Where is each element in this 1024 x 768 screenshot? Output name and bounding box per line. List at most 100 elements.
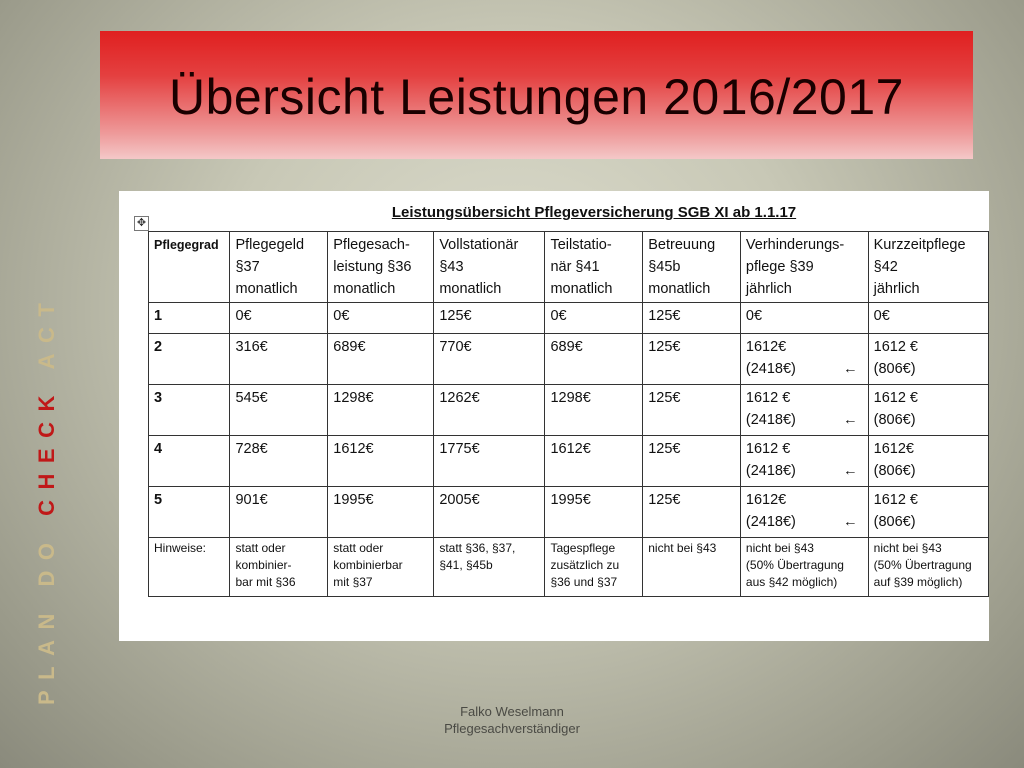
value-cell: 1612€ (2418€) ←	[739, 486, 869, 538]
column-header-line: Kurzzeitpflege	[873, 237, 966, 253]
value-cell-line: (806€)	[873, 361, 916, 377]
column-header-line: Verhinderungs-	[745, 237, 845, 253]
notes-cell-line: §36 und §37	[550, 575, 618, 589]
grade-cell: 4	[147, 435, 231, 487]
benefits-table: Pflegegrad Pflegegeld §37 monatlich Pflegesa…	[147, 231, 990, 597]
value-cell-line: 2005€	[439, 492, 480, 508]
value-cell: 1612 € (2418€) ←	[739, 384, 869, 436]
value-cell: 1612 € (806€)	[867, 486, 990, 538]
table-move-handle-icon[interactable]: ✥	[134, 216, 149, 231]
grade-cell: 3	[147, 384, 231, 436]
column-header-line: Pflegesach-	[333, 237, 410, 253]
value-cell-line: 1612 €	[745, 441, 791, 457]
column-header-line: när §41	[550, 259, 600, 275]
value-cell-line: 1262€	[439, 390, 480, 406]
value-cell: 770€	[433, 333, 546, 385]
column-header: Pflegesach-leistung §36 monatlich	[327, 231, 435, 303]
value-cell: 1775€	[433, 435, 546, 487]
column-header-line: monatlich	[333, 281, 396, 297]
notes-cell-line: nicht bei §43	[745, 541, 814, 555]
column-header: Verhinderungs-pflege §39 jährlich	[739, 231, 869, 303]
column-header-line: §45b	[648, 259, 681, 275]
value-cell-line: (2418€) ←	[746, 511, 864, 533]
value-cell-line: 125€	[648, 308, 681, 324]
table-row: 4 728€ 1612€ 1775€ 1612€ 125€ 1612 € (2418€) ← 16…	[147, 435, 990, 487]
value-cell: 901€	[229, 486, 329, 538]
notes-cell: nicht bei §43 (50% Übertragung auf §39 mög…	[867, 537, 990, 597]
value-cell-line: 0€	[745, 308, 763, 324]
value-cell: 125€	[642, 302, 741, 334]
notes-cell: nicht bei §43 (50% Übertragung aus §42 mög…	[739, 537, 869, 597]
value-cell: 2005€	[433, 486, 546, 538]
value-cell: 1262€	[433, 384, 546, 436]
value-cell-line: 1612 €	[873, 390, 918, 406]
notes-cell: Tagespflege zusätzlich zu §36 und §37	[544, 537, 644, 597]
title-bar: Übersicht Leistungen 2016/2017	[100, 31, 973, 159]
value-cell-line: (806€)	[873, 514, 916, 530]
notes-cell-line: statt oder	[333, 541, 384, 555]
notes-row: Hinweise: statt oder kombinier-bar mit §36…	[147, 537, 990, 597]
table-heading: Leistungsübersicht Pflegeversicherung SG…	[391, 204, 797, 221]
column-header: Pflegegrad	[147, 231, 231, 303]
column-header-line: Pflegegeld	[235, 237, 305, 253]
value-cell: 1298€	[544, 384, 644, 436]
notes-cell-line: auf §39 möglich)	[873, 575, 963, 589]
column-header-line: jährlich	[745, 281, 792, 297]
notes-cell-line: aus §42 möglich)	[745, 575, 838, 589]
column-header-line: Betreuung	[648, 237, 716, 253]
notes-label-cell: Hinweise:	[147, 537, 231, 597]
value-cell-line: 901€	[235, 492, 268, 508]
column-header: Teilstatio-när §41 monatlich	[544, 231, 644, 303]
value-cell-line: 125€	[648, 441, 681, 457]
value-cell-line: 0€	[873, 308, 890, 324]
table-row: 5 901€ 1995€ 2005€ 1995€ 125€ 1612€ (2418€) ← 161…	[147, 486, 990, 538]
value-cell: 0€	[229, 302, 329, 334]
table-header-row: Pflegegrad Pflegegeld §37 monatlich Pflegesa…	[147, 231, 990, 303]
value-cell-line: (2418€) ←	[746, 460, 864, 482]
table-row: 1 0€ 0€ 125€ 0€ 125€ 0€ 0€	[147, 302, 990, 334]
value-cell-line: 0€	[235, 308, 252, 324]
column-header: Kurzzeitpflege §42 jährlich	[867, 231, 990, 303]
value-cell-line: (806€)	[873, 412, 916, 428]
value-cell: 0€	[544, 302, 644, 334]
column-header-line: leistung §36	[333, 259, 412, 275]
value-cell: 1612€ (806€)	[867, 435, 990, 487]
notes-cell-line: Tagespflege	[550, 541, 616, 555]
value-cell-line: (2418€) ←	[746, 409, 864, 431]
column-header-line: monatlich	[439, 281, 502, 297]
column-header-line: jährlich	[873, 281, 920, 297]
value-cell-line: 770€	[439, 339, 472, 355]
arrow-left-icon: ←	[843, 514, 858, 530]
column-header-line: §37	[235, 259, 260, 275]
table-row: 2 316€ 689€ 770€ 689€ 125€ 1612€ (2418€) ← 1612 €…	[147, 333, 990, 385]
notes-cell-line: kombinierbar	[333, 558, 403, 572]
value-cell: 316€	[229, 333, 329, 385]
footer-author-name: Falko Weselmann	[460, 704, 564, 719]
value-cell-line: 316€	[235, 339, 268, 355]
value-cell: 1612€	[544, 435, 644, 487]
value-cell: 125€	[642, 435, 741, 487]
column-header-line: §43	[439, 259, 464, 275]
grade-cell: 2	[147, 333, 231, 385]
notes-cell-line: bar mit §36	[235, 575, 296, 589]
column-header-line: monatlich	[235, 281, 298, 297]
value-cell: 0€	[327, 302, 435, 334]
value-cell-line: 1298€	[550, 390, 591, 406]
value-cell: 125€	[433, 302, 546, 334]
grade-cell-line: 3	[154, 390, 163, 406]
value-cell: 689€	[544, 333, 644, 385]
column-header-line: §42	[873, 259, 898, 275]
value-cell: 1612€	[327, 435, 435, 487]
grade-cell: 1	[147, 302, 231, 334]
column-header: Pflegegeld §37 monatlich	[229, 231, 329, 303]
slide-title: Übersicht Leistungen 2016/2017	[169, 69, 904, 125]
notes-cell-line: zusätzlich zu	[550, 558, 620, 572]
value-cell-line: 1775€	[439, 441, 480, 457]
grade-cell-line: 4	[154, 441, 163, 457]
arrow-left-icon: ←	[843, 361, 858, 377]
value-cell-line: 1612€	[333, 441, 374, 457]
value-cell-line: 125€	[439, 308, 472, 324]
notes-label-cell-line: Hinweise:	[154, 541, 207, 555]
value-cell-line: 1612€	[745, 492, 787, 508]
value-cell-line: 689€	[550, 339, 583, 355]
